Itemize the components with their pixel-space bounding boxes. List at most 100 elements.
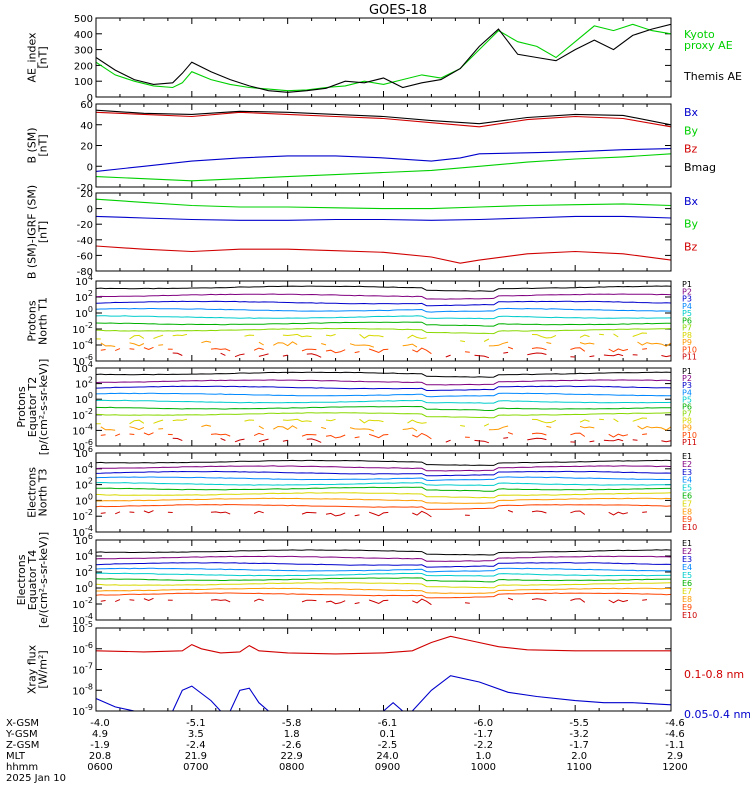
coord-value: 0600 (87, 762, 112, 773)
channel-label: E10 (682, 611, 697, 620)
y-tick-label: 102 (75, 477, 93, 492)
series-line-bx (96, 215, 671, 221)
y-tick-label: 10-4 (72, 337, 93, 352)
channel-line-p7 (96, 327, 671, 335)
channel-line-e6 (96, 486, 671, 492)
series-line-bx (96, 148, 671, 172)
channel-line-e4 (96, 476, 671, 482)
panel-frame (95, 192, 672, 272)
y-tick-label: -20 (77, 183, 93, 194)
coord-value: -6.0 (474, 718, 494, 729)
coord-value: -5.1 (186, 718, 206, 729)
channel-line-e3 (96, 562, 671, 568)
channel-line-e2 (96, 555, 671, 562)
y-tick-label: 10-5 (72, 620, 93, 635)
coord-value: -5.5 (569, 718, 589, 729)
panel-ae: 0 100 200 300 400 500 AE_index[nT] Kyoto proxy A… (26, 14, 742, 104)
channel-label: E6 (682, 579, 692, 588)
channel-label: P4 (682, 388, 692, 397)
legend-entry: Themis AE (683, 70, 742, 83)
y-tick-label: 106 (75, 532, 93, 547)
series-line-bz (96, 245, 671, 264)
channel-line-p11 (172, 351, 671, 359)
coord-value: -4.6 (665, 718, 685, 729)
panel-bigrf: -80 -60 -40 -20 0 20 B (SM)-IGRF (SM)[nT] Bx By B… (26, 185, 699, 279)
channel-label: P1 (682, 280, 692, 289)
channel-line-p4 (96, 307, 671, 313)
panel-frame (95, 452, 672, 533)
y-tick-label: 300 (74, 46, 93, 57)
channel-label: E9 (682, 603, 692, 612)
channel-label: P11 (682, 438, 697, 447)
panel-bsm: -20 0 20 40 60 B (SM)[nT] Bx By Bz Bmag (26, 100, 717, 194)
channel-line-p8 (96, 417, 648, 427)
y-tick-label: 10-2 (72, 596, 93, 611)
coord-value: 2.0 (571, 751, 587, 762)
channel-label: P5 (682, 395, 692, 404)
channel-label: P6 (682, 402, 692, 411)
coord-value: -4.0 (90, 718, 110, 729)
y-axis-label: ElectronsEquator T4[e/(cm²-s-sr-keV)] (15, 532, 50, 628)
legend-entry: Bmag (684, 161, 716, 174)
coord-row-label: Y-GSM (5, 729, 38, 740)
y-tick-label: 0 (87, 93, 93, 104)
coord-value: -1.9 (90, 740, 110, 751)
series-line-bz (96, 111, 671, 128)
channel-label: P3 (682, 381, 692, 390)
channel-label: P10 (682, 345, 697, 354)
coord-row-label: MLT (6, 751, 26, 762)
channel-label: E5 (682, 571, 692, 580)
coord-value: 1000 (471, 762, 496, 773)
coord-value: -2.5 (378, 740, 398, 751)
y-tick-label: 10-2 (72, 321, 93, 336)
channel-line-e7 (96, 492, 671, 499)
legend-entry: 0.05-0.4 nm (684, 708, 750, 721)
channel-label: P6 (682, 316, 692, 325)
channel-line-p1 (96, 371, 671, 378)
coord-value: -4.6 (665, 729, 685, 740)
panel-frame (95, 539, 672, 621)
coord-row-label: hhmm (6, 762, 38, 773)
y-tick-label: 104 (75, 273, 93, 288)
channel-label: P11 (682, 353, 697, 362)
channel-label: E10 (682, 523, 697, 532)
coord-row-label: Z-GSM (6, 740, 39, 751)
y-tick-label: 0 (87, 205, 93, 216)
channel-label: P3 (682, 295, 692, 304)
coord-value: -2.2 (474, 740, 494, 751)
y-tick-label: 102 (75, 564, 93, 579)
y-tick-label: 10-8 (72, 682, 93, 697)
coord-value: 24.0 (376, 751, 398, 762)
y-tick-label: 400 (74, 30, 93, 41)
channel-line-p3 (96, 385, 671, 391)
coord-value: -2.6 (282, 740, 302, 751)
channel-line-p4 (96, 392, 671, 398)
coord-value: 1.0 (475, 751, 491, 762)
channel-label: E7 (682, 499, 692, 508)
channel-label: P8 (682, 417, 692, 426)
channel-label: E2 (682, 547, 692, 556)
y-tick-label: 40 (80, 121, 93, 132)
y-tick-label: 102 (75, 289, 93, 304)
coordinates-table: X-GSM -4.0 -5.1 -5.8 -6.1 -6.0 -5.5 -4.6 Y-GSM 4.… (5, 718, 688, 784)
series-line-by (96, 198, 671, 210)
channel-line-p7 (96, 412, 671, 419)
coord-value: 1200 (662, 762, 687, 773)
y-tick-label: 104 (75, 360, 93, 375)
channel-line-p11 (172, 437, 671, 444)
channel-line-e7 (96, 582, 671, 589)
channel-line-p9 (100, 340, 671, 348)
y-tick-label: 106 (75, 445, 93, 460)
y-tick-label: 100 (75, 492, 93, 507)
coord-value: -1.7 (569, 740, 589, 751)
channel-line-e6 (96, 577, 671, 583)
channel-line-e9 (96, 503, 671, 510)
channel-label: P4 (682, 302, 692, 311)
channel-line-e5 (96, 481, 671, 487)
panel-frame (95, 280, 672, 362)
channel-label: P7 (682, 410, 692, 419)
panel-frame (95, 627, 672, 712)
coord-value: 20.8 (89, 751, 111, 762)
